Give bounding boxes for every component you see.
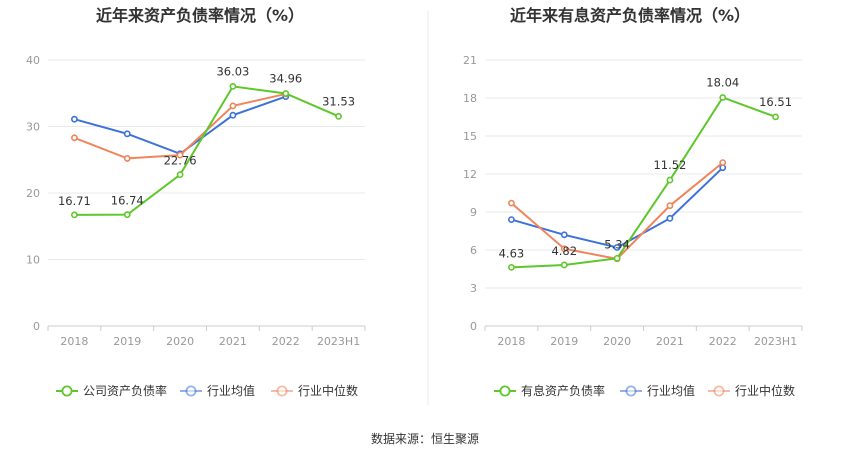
data-point [666,214,674,222]
data-point [508,263,515,271]
y-tick-label: 40 [26,54,40,67]
data-point [71,134,78,142]
data-label: 34.96 [269,72,302,86]
y-tick-label: 10 [26,254,40,267]
data-point [613,254,621,262]
data-label: 22.76 [164,154,197,168]
series-1 [71,83,342,219]
data-label: 4.82 [551,244,577,258]
data-point [282,90,290,97]
data-label: 36.03 [216,64,249,78]
data-point [719,94,727,101]
chart-title: 近年来资产负债率情况（%） [96,6,304,25]
data-point [123,130,131,138]
data-point [666,176,674,184]
data-label: 18.04 [706,75,739,89]
data-point [335,112,342,120]
x-tick-label: 2018 [497,335,525,348]
data-label: 31.53 [322,94,355,108]
legend-label: 有息资产负债率 [521,383,605,398]
data-point [560,245,568,253]
x-tick-label: 2021 [656,335,684,348]
legend-label: 行业均值 [647,383,695,398]
y-tick-label: 12 [463,168,477,181]
legend-item: 行业中位数 [271,383,358,398]
data-point [508,199,515,207]
y-tick-label: 21 [463,54,477,67]
y-tick-label: 0 [33,320,40,333]
data-point [560,231,568,239]
data-label: 5.34 [604,237,630,251]
x-tick-label: 2022 [272,335,300,348]
data-point [666,202,674,210]
x-tick-label: 2018 [60,335,88,348]
data-point [229,111,237,119]
legend-label: 行业中位数 [298,383,358,398]
legend-item: 行业中位数 [708,383,795,398]
x-tick-label: 2020 [603,335,631,348]
x-tick-label: 2023H1 [754,335,797,348]
chart-2: 近年来有息资产负债率情况（%） 0 3 6 9 12 15 18 21 2018 2019 2020 2… [463,6,803,398]
y-tick-label: 18 [463,92,477,105]
legend-marker [499,385,511,397]
legend-marker [713,385,725,397]
data-point [71,115,78,123]
data-point [229,83,237,90]
legend-item: 公司资产负债率 [56,383,167,398]
x-tick-label: 2019 [550,335,578,348]
x-tick-label: 2020 [166,335,194,348]
series-3 [71,90,290,162]
y-tick-label: 30 [26,121,40,134]
y-tick-label: 20 [26,187,40,200]
legend-item: 行业均值 [620,383,695,398]
series-2 [71,93,290,158]
series-line [511,96,776,269]
data-point [123,211,131,219]
y-tick-label: 15 [463,130,477,143]
legend-marker [625,385,637,397]
data-point [123,155,131,162]
legend-label: 公司资产负债率 [83,383,167,398]
data-point [176,151,184,159]
source-label: 数据来源：恒生聚源 [371,431,479,446]
chart-title: 近年来有息资产负债率情况（%） [510,6,750,25]
data-label: 11.52 [653,158,686,172]
data-label: 4.63 [499,246,525,260]
data-point [560,261,568,269]
data-point [719,159,727,166]
series-line [74,85,339,216]
legend-marker [185,385,197,397]
data-point [508,216,515,223]
y-tick-label: 9 [470,206,477,219]
x-tick-label: 2019 [113,335,141,348]
data-point [176,171,184,179]
y-tick-label: 0 [470,320,477,333]
data-label: 16.74 [111,194,144,208]
legend-marker [61,385,73,397]
data-label: 16.71 [58,194,91,208]
x-tick-label: 2021 [219,335,247,348]
series-line [74,95,287,155]
data-point [613,244,621,251]
x-tick-label: 2022 [709,335,737,348]
series-1 [508,94,779,271]
y-tick-label: 6 [470,244,477,257]
legend-item: 有息资产负债率 [494,383,605,398]
legend-label: 行业中位数 [735,383,795,398]
data-point [229,102,237,110]
y-tick-label: 3 [470,282,477,295]
data-label: 16.51 [759,95,792,109]
chart-1: 近年来资产负债率情况（%） 0 10 20 30 40 2018 2019 2020 2021 20… [26,6,366,398]
data-point [71,211,78,219]
series-line [511,166,724,249]
legend-marker [276,385,288,397]
legend-item: 行业均值 [180,383,255,398]
x-tick-label: 2023H1 [317,335,360,348]
legend-label: 行业均值 [207,383,255,398]
data-point [772,113,779,121]
